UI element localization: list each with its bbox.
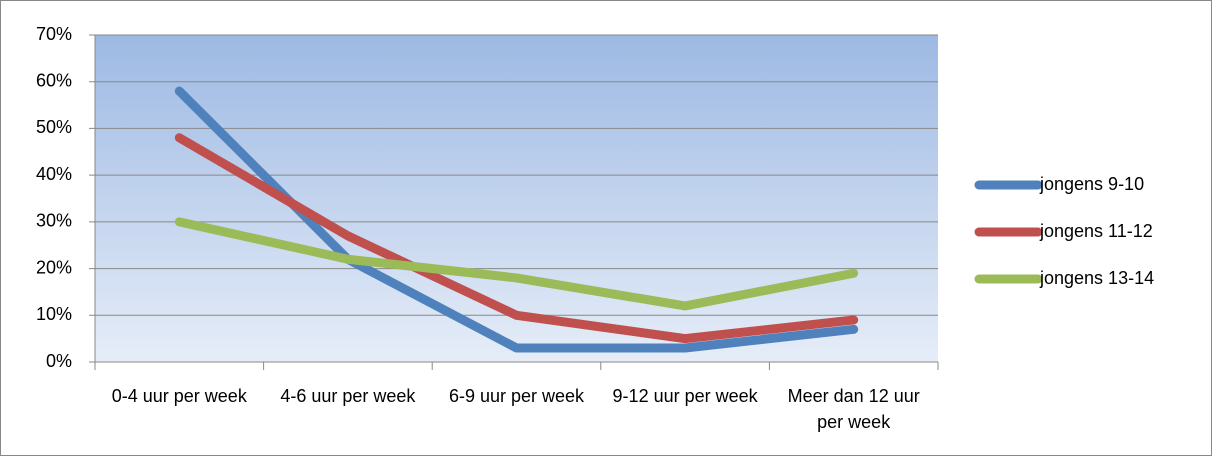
- legend-label: jongens 9-10: [1039, 174, 1144, 194]
- legend-label: jongens 11-12: [1039, 221, 1153, 241]
- y-tick-label: 40%: [36, 164, 72, 184]
- y-tick-label: 60%: [36, 70, 72, 90]
- y-tick-label: 10%: [36, 304, 72, 324]
- x-tick-label: 6-9 uur per week: [448, 386, 585, 406]
- x-tick-label: 9-12 uur per week: [612, 386, 758, 406]
- y-tick-label: 30%: [36, 211, 72, 231]
- data-line: [174, 217, 859, 311]
- x-tick-label: Meer dan 12 uur per week: [787, 386, 920, 432]
- y-tick-label: 70%: [36, 24, 72, 44]
- legend-label: jongens 13-14: [1039, 268, 1154, 288]
- data-line: [174, 133, 859, 344]
- x-tick-label: 4-6 uur per week: [280, 386, 416, 406]
- y-tick-label: 50%: [36, 117, 72, 137]
- plot-area: [95, 35, 938, 362]
- y-tick-label: 20%: [36, 257, 72, 277]
- x-tick-label: 0-4 uur per week: [111, 386, 247, 406]
- y-tick-label: 0%: [46, 351, 72, 371]
